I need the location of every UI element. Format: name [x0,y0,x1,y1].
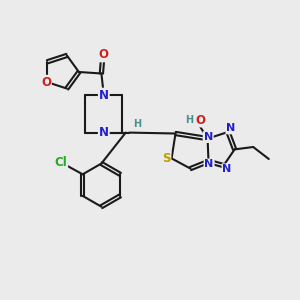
Text: Cl: Cl [54,156,67,170]
Text: O: O [41,76,51,89]
Text: H: H [133,118,141,129]
Text: N: N [223,164,232,174]
Text: N: N [99,88,109,102]
Text: N: N [226,123,236,134]
Text: N: N [205,159,214,170]
Text: O: O [98,48,108,62]
Text: H: H [184,115,193,125]
Text: N: N [204,132,213,142]
Text: O: O [195,113,205,127]
Text: S: S [162,152,170,165]
Text: N: N [99,126,109,139]
